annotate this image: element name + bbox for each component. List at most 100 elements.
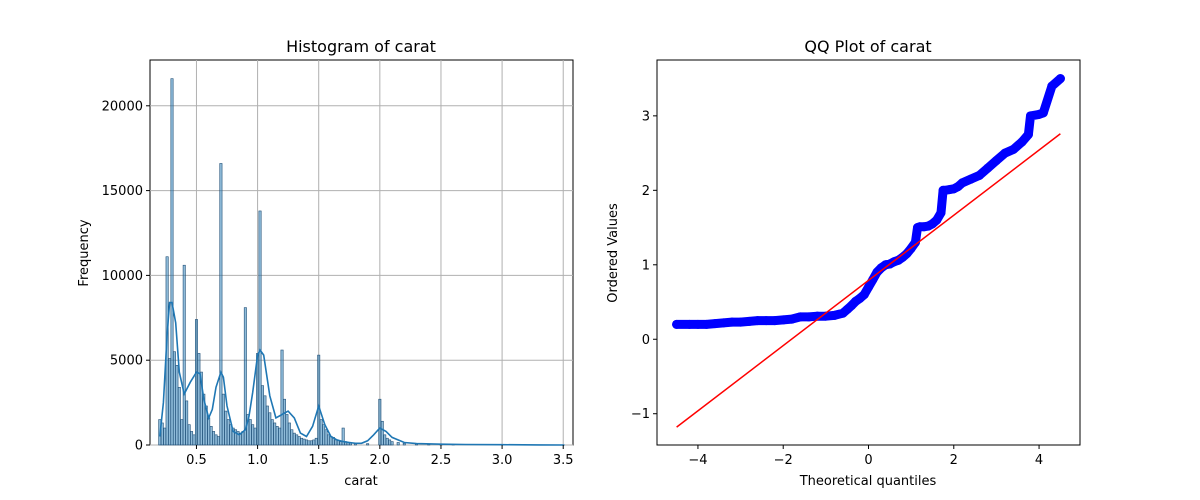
qq-point <box>868 275 878 285</box>
histogram-bar <box>366 443 370 446</box>
histogram-bar <box>268 412 272 446</box>
qq-point <box>778 315 788 325</box>
qq-point <box>804 312 814 322</box>
histogram-bar <box>182 264 186 446</box>
qq-point <box>1000 148 1010 158</box>
qq-point <box>932 215 942 225</box>
histogram-bar <box>185 400 189 446</box>
histogram-bar <box>214 434 218 446</box>
histogram-bar <box>312 439 316 446</box>
qq-point <box>1038 108 1048 118</box>
histogram-bar <box>380 420 384 446</box>
hist-y-tick-label: 10000 <box>102 269 143 284</box>
histogram-bar <box>339 441 343 446</box>
qq-point <box>1023 129 1033 139</box>
hist-x-tick-label: 2.5 <box>431 453 452 468</box>
qq-point <box>795 312 805 322</box>
hist-x-tick-label: 0.5 <box>186 453 207 468</box>
qq-x-ticks: −4 −2 0 2 4 <box>688 445 1043 468</box>
qq-y-ticks: −1 0 1 2 3 <box>631 109 657 422</box>
hist-y-tick-label: 0 <box>135 439 143 454</box>
histogram-bar <box>309 440 313 446</box>
histogram-bar <box>207 417 211 446</box>
histogram-bar <box>324 429 328 446</box>
histogram-bar <box>290 429 294 446</box>
histogram-bar <box>168 358 172 446</box>
hist-y-tick-label: 5000 <box>110 354 143 369</box>
histogram-bar <box>278 427 282 446</box>
qq-plot-panel: −4 −2 0 2 4 −1 0 1 2 3 QQ Plot of carat Theoreti… <box>606 37 1081 489</box>
histogram-bar <box>273 422 277 446</box>
kde-line <box>159 301 565 446</box>
histogram-bar <box>224 410 228 446</box>
qq-point <box>1055 74 1065 84</box>
histogram-bar <box>194 319 198 446</box>
histogram-y-ticks: 0 5000 10000 15000 20000 <box>102 99 150 454</box>
histogram-bar <box>263 395 267 446</box>
qq-point <box>957 178 967 188</box>
histogram-bar <box>280 349 284 446</box>
hist-x-tick-label: 3.0 <box>492 453 513 468</box>
histogram-bar <box>226 419 230 446</box>
qq-point <box>966 174 976 184</box>
qq-point <box>1026 111 1036 121</box>
histogram-bar <box>283 398 286 446</box>
histogram-bar <box>219 163 223 446</box>
qq-y-tick-label: 0 <box>642 333 650 348</box>
qq-point <box>859 290 869 300</box>
histogram-bar <box>190 431 194 446</box>
qq-x-tick-label: 2 <box>950 453 958 468</box>
qq-points <box>672 74 1065 329</box>
histogram-bar <box>270 419 274 446</box>
histogram-bar <box>275 426 279 446</box>
histogram-bar <box>197 353 201 446</box>
qq-point <box>974 170 984 180</box>
qq-point <box>719 318 729 328</box>
qq-point <box>1047 81 1057 91</box>
histogram-bar <box>285 414 289 446</box>
qq-y-tick-label: −1 <box>631 407 650 422</box>
histogram-bar <box>319 419 323 446</box>
qq-point <box>936 208 946 218</box>
histogram-bar <box>209 426 213 446</box>
qq-point <box>693 319 703 329</box>
histogram-bar <box>192 434 196 446</box>
hist-x-tick-label: 1.0 <box>247 453 268 468</box>
qq-point <box>753 316 763 326</box>
histogram-title: Histogram of carat <box>286 37 436 56</box>
histogram-bar <box>175 364 179 446</box>
qq-y-tick-label: 3 <box>642 109 650 124</box>
histogram-bar <box>241 431 245 446</box>
histogram-bar <box>396 442 400 446</box>
histogram-bar <box>265 405 269 446</box>
histogram-bar <box>163 427 167 446</box>
qq-point <box>736 317 746 327</box>
qq-x-tick-label: 4 <box>1035 453 1043 468</box>
qq-fit-line <box>676 133 1061 428</box>
histogram-x-label: carat <box>344 474 378 489</box>
hist-x-tick-label: 2.0 <box>369 453 390 468</box>
qq-point <box>787 314 797 324</box>
qq-point <box>1008 144 1018 154</box>
histogram-bar <box>314 437 318 446</box>
histogram-bar <box>248 419 252 446</box>
histogram-bar <box>295 434 299 446</box>
histogram-bar <box>383 434 387 446</box>
qq-point <box>829 310 839 320</box>
histogram-bar <box>221 393 225 446</box>
histogram-bar <box>302 438 306 446</box>
histogram-bar <box>212 431 216 446</box>
histogram-bar <box>187 424 191 446</box>
qq-point <box>701 319 711 329</box>
qq-x-tick-label: 0 <box>864 453 872 468</box>
histogram-kde-curve <box>159 301 565 446</box>
histogram-x-ticks: 0.5 1.0 1.5 2.0 2.5 3.0 3.5 <box>186 445 574 468</box>
qq-point <box>910 237 920 247</box>
histogram-bar <box>322 424 326 446</box>
histogram-bar <box>305 439 308 446</box>
qq-x-tick-label: −4 <box>688 453 707 468</box>
histogram-y-label: Frequency <box>77 219 92 286</box>
hist-x-tick-label: 3.5 <box>553 453 574 468</box>
qq-point <box>983 163 993 173</box>
histogram-bar <box>317 354 321 446</box>
